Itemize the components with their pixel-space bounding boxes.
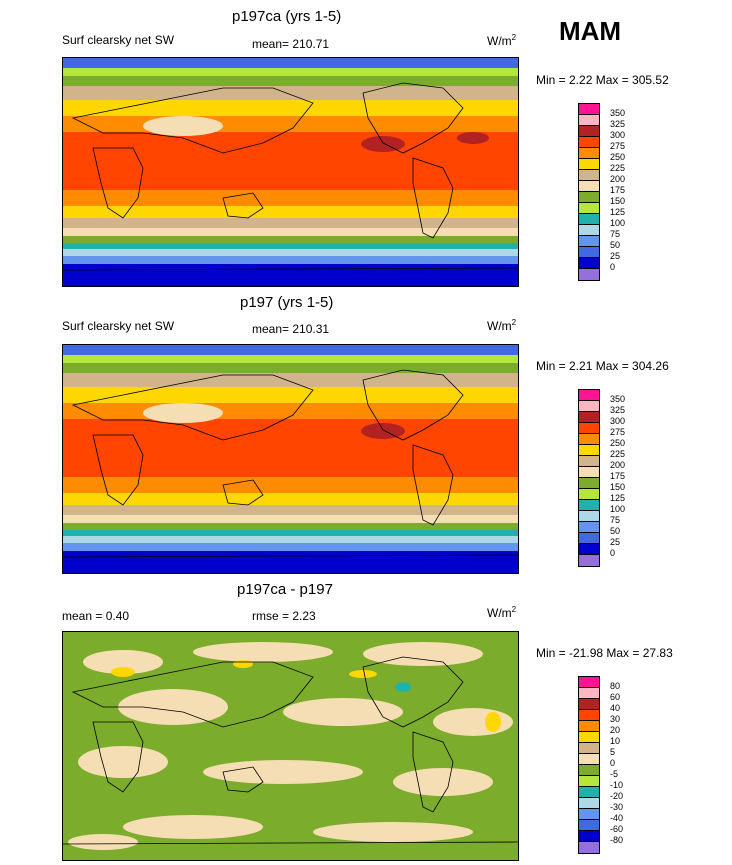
panel-3-tick: -40 <box>610 813 624 823</box>
panel-2-tick: 0 <box>610 548 616 558</box>
panel-2-tick: 200 <box>610 460 626 470</box>
panel-3-minmax: Min = -21.98 Max = 27.83 <box>536 646 673 660</box>
panel-2-tick: 75 <box>610 515 621 525</box>
panel-3-tick: -80 <box>610 835 624 845</box>
panel-2-units: W/m2 <box>487 318 517 333</box>
panel-1-tick: 175 <box>610 185 626 195</box>
panel-1-map-field <box>63 58 518 286</box>
panel-3-colorbar <box>578 676 600 854</box>
panel-3-tick: 0 <box>610 758 616 768</box>
panel-1-tick: 0 <box>610 262 616 272</box>
panel-3-tick: 30 <box>610 714 621 724</box>
panel-3-tick: 20 <box>610 725 621 735</box>
panel-1-tick: 250 <box>610 152 626 162</box>
panel-2-title: p197 (yrs 1-5) <box>240 294 334 311</box>
panel-3-map-field <box>63 632 518 860</box>
panel-3-tick: 60 <box>610 692 621 702</box>
panel-3-map <box>62 631 519 861</box>
panel-2-tick: 275 <box>610 427 626 437</box>
panel-3-tick: -30 <box>610 802 624 812</box>
panel-3-tick: -10 <box>610 780 624 790</box>
panel-1-title: p197ca (yrs 1-5) <box>232 8 342 25</box>
panel-2-tick: 50 <box>610 526 621 536</box>
panel-1-tick: 200 <box>610 174 626 184</box>
panel-2-mean-label: mean= 210.31 <box>252 322 330 336</box>
panel-1-colorbar <box>578 103 600 281</box>
panel-3-title: p197ca - p197 <box>237 581 333 598</box>
panel-1-tick: 325 <box>610 119 626 129</box>
panel-1-map <box>62 57 519 287</box>
panel-2-tick: 250 <box>610 438 626 448</box>
panel-2-tick: 25 <box>610 537 621 547</box>
panel-3-rmse-label: rmse = 2.23 <box>252 609 316 623</box>
panel-2-colorbar <box>578 389 600 567</box>
panel-3-tick: -60 <box>610 824 624 834</box>
panel-2-map <box>62 344 519 574</box>
panel-2-tick: 100 <box>610 504 626 514</box>
panel-1-tick: 100 <box>610 218 626 228</box>
panel-1-tick: 25 <box>610 251 621 261</box>
panel-1-tick: 125 <box>610 207 626 217</box>
panel-2-tick: 150 <box>610 482 626 492</box>
panel-3-tick: 5 <box>610 747 616 757</box>
panel-2-tick: 225 <box>610 449 626 459</box>
panel-1-variable-label: Surf clearsky net SW <box>62 33 175 47</box>
panel-1-tick: 225 <box>610 163 626 173</box>
panel-3-tick: 10 <box>610 736 621 746</box>
panel-1-tick: 75 <box>610 229 621 239</box>
panel-2-minmax: Min = 2.21 Max = 304.26 <box>536 359 669 373</box>
panel-3-tick: 80 <box>610 681 621 691</box>
panel-1-tick: 50 <box>610 240 621 250</box>
panel-1-minmax: Min = 2.22 Max = 305.52 <box>536 73 669 87</box>
panel-2-tick: 300 <box>610 416 626 426</box>
panel-2-map-field <box>63 345 518 573</box>
panel-1-mean-label: mean= 210.71 <box>252 37 330 51</box>
panel-1-units: W/m2 <box>487 33 517 48</box>
panel-2-tick: 175 <box>610 471 626 481</box>
panel-2-tick: 125 <box>610 493 626 503</box>
panel-1-tick: 300 <box>610 130 626 140</box>
panel-1-tick: 350 <box>610 108 626 118</box>
panel-2-tick: 350 <box>610 394 626 404</box>
panel-1-tick: 275 <box>610 141 626 151</box>
panel-3-tick: -5 <box>610 769 619 779</box>
season-label: MAM <box>559 16 622 46</box>
panel-2-tick: 325 <box>610 405 626 415</box>
panel-3-tick: 40 <box>610 703 621 713</box>
panel-2-variable-label: Surf clearsky net SW <box>62 319 175 333</box>
panel-3-units: W/m2 <box>487 605 517 620</box>
panel-1-tick: 150 <box>610 196 626 206</box>
panel-3-mean-label: mean = 0.40 <box>62 609 130 623</box>
panel-3-tick: -20 <box>610 791 624 801</box>
